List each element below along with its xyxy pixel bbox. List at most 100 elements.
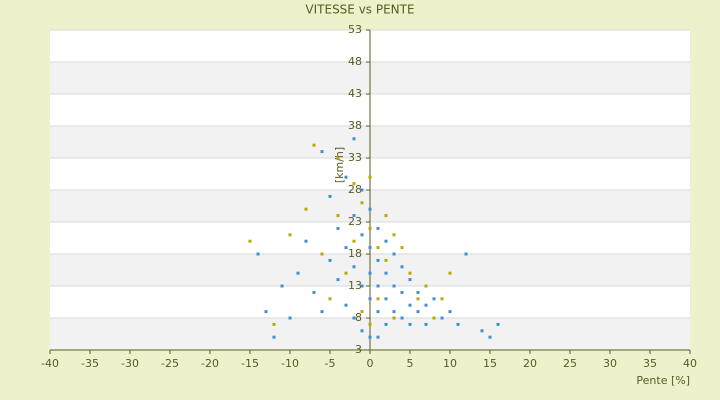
point (256, 252, 260, 256)
x-tick-label: -30 (121, 357, 139, 370)
point (360, 201, 364, 205)
point (384, 322, 388, 326)
point (400, 246, 404, 250)
point (376, 246, 380, 250)
y-tick-label: 38 (348, 119, 362, 132)
point (424, 322, 428, 326)
point (432, 316, 436, 320)
point (448, 310, 452, 314)
point (392, 316, 396, 320)
point (296, 271, 300, 275)
x-tick-label: 20 (523, 357, 537, 370)
point (344, 271, 348, 275)
x-tick-label: 15 (483, 357, 497, 370)
x-tick-label: -20 (201, 357, 219, 370)
x-tick-label: -5 (325, 357, 336, 370)
point (376, 284, 380, 288)
point (360, 329, 364, 333)
point (304, 239, 308, 243)
point (352, 239, 356, 243)
point (336, 278, 340, 282)
x-tick-label: 30 (603, 357, 617, 370)
point (304, 207, 308, 211)
x-tick-label: -35 (81, 357, 99, 370)
point (448, 271, 452, 275)
x-tick-label: 40 (683, 357, 697, 370)
point (384, 271, 388, 275)
point (352, 214, 356, 218)
y-tick-label: 3 (355, 343, 362, 356)
point (352, 316, 356, 320)
point (392, 284, 396, 288)
point (360, 233, 364, 237)
point (376, 297, 380, 301)
point (464, 252, 468, 256)
chart-title: VITESSE vs PENTE (305, 3, 414, 17)
point (368, 175, 372, 179)
point (288, 233, 292, 237)
point (264, 310, 268, 314)
point (440, 316, 444, 320)
point (344, 175, 348, 179)
x-tick-label: 5 (407, 357, 414, 370)
x-tick-label: -25 (161, 357, 179, 370)
x-axis-label: Pente [%] (636, 374, 690, 387)
point (408, 303, 412, 307)
point (400, 316, 404, 320)
point (288, 316, 292, 320)
x-tick-label: 0 (367, 357, 374, 370)
point (320, 252, 324, 256)
point (424, 303, 428, 307)
point (368, 335, 372, 339)
point (368, 271, 372, 275)
point (336, 156, 340, 160)
x-tick-label: -15 (241, 357, 259, 370)
point (368, 207, 372, 211)
y-tick-label: 53 (348, 23, 362, 36)
y-tick-label: 33 (348, 151, 362, 164)
point (368, 322, 372, 326)
y-tick-label: 43 (348, 87, 362, 100)
point (352, 182, 356, 186)
point (328, 297, 332, 301)
point (352, 265, 356, 269)
y-tick-label: 18 (348, 247, 362, 260)
point (384, 258, 388, 262)
point (344, 303, 348, 307)
point (272, 322, 276, 326)
point (312, 143, 316, 147)
point (416, 310, 420, 314)
point (400, 265, 404, 269)
point (272, 335, 276, 339)
point (408, 278, 412, 282)
point (376, 335, 380, 339)
point (456, 322, 460, 326)
point (488, 335, 492, 339)
point (440, 297, 444, 301)
point (416, 297, 420, 301)
point (336, 226, 340, 230)
point (328, 258, 332, 262)
x-tick-label: -10 (281, 357, 299, 370)
point (320, 310, 324, 314)
x-tick-label: 25 (563, 357, 577, 370)
x-tick-label: -40 (41, 357, 59, 370)
point (328, 194, 332, 198)
y-tick-label: 13 (348, 279, 362, 292)
point (368, 297, 372, 301)
y-tick-label: 28 (348, 183, 362, 196)
point (336, 214, 340, 218)
point (360, 284, 364, 288)
y-tick-label: 23 (348, 215, 362, 228)
point (360, 188, 364, 192)
point (392, 233, 396, 237)
y-tick-label: 48 (348, 55, 362, 68)
x-tick-label: 35 (643, 357, 657, 370)
point (400, 290, 404, 294)
point (392, 310, 396, 314)
point (368, 226, 372, 230)
point (344, 246, 348, 250)
point (496, 322, 500, 326)
